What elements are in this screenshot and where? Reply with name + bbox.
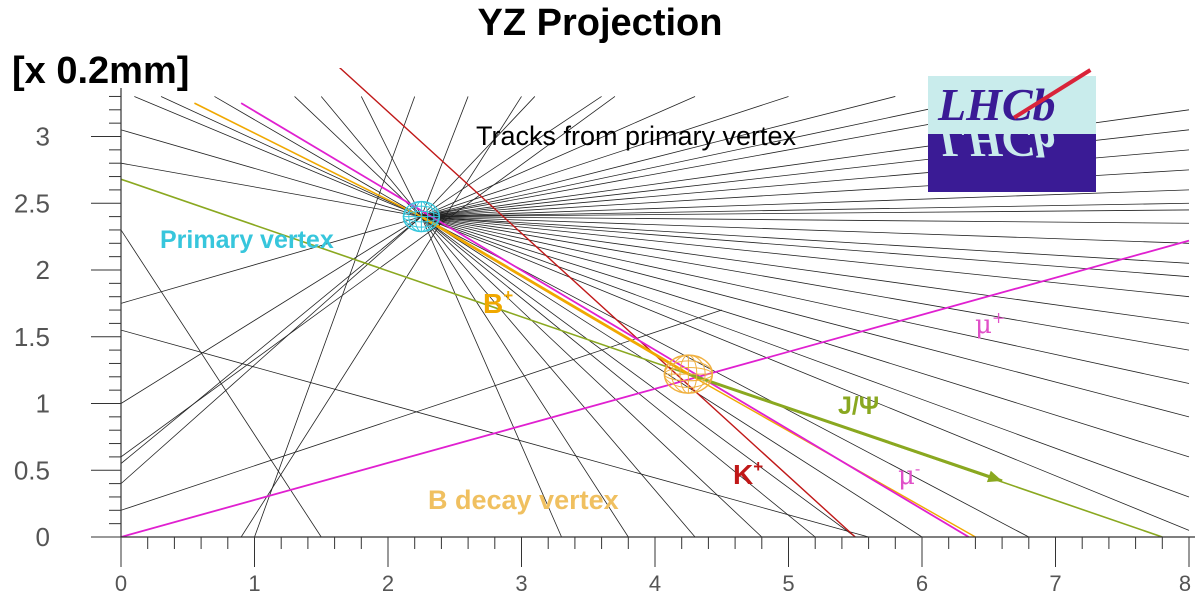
decay-vertex xyxy=(663,354,714,394)
mu-minus-track xyxy=(240,102,970,537)
x-tick-label-7: 7 xyxy=(1049,571,1061,596)
primary-track-28 xyxy=(421,216,1190,264)
primary-track-45 xyxy=(421,96,469,217)
b-plus-track xyxy=(420,215,690,376)
b-plus-sup: + xyxy=(503,286,513,305)
primary-track-31 xyxy=(421,209,1190,217)
y-tick-label-3: 1.5 xyxy=(14,322,50,352)
primary-track-30 xyxy=(421,216,1190,224)
primary-track-19 xyxy=(421,216,1190,531)
units-label: [x 0.2mm] xyxy=(12,50,190,92)
particle-tracks xyxy=(121,68,1190,537)
primary-track-13 xyxy=(421,216,696,537)
k-plus-sup: + xyxy=(753,457,763,476)
primary-track-40 xyxy=(421,96,896,217)
primary-track-27 xyxy=(421,216,1190,278)
x-tick-label-1: 1 xyxy=(248,571,260,596)
b-plus-base: B xyxy=(483,288,503,319)
primary-track-12 xyxy=(421,216,629,537)
annotations: Tracks from primary vertex Primary verte… xyxy=(160,121,1005,515)
primary-track-24 xyxy=(421,216,1190,351)
plot-title: YZ Projection xyxy=(477,2,723,44)
primary-track-6 xyxy=(121,216,422,404)
b-plus-extension xyxy=(194,102,422,218)
primary-track-22 xyxy=(421,216,1190,418)
primary-track-8 xyxy=(121,216,422,464)
b-decay-vertex-label: B decay vertex xyxy=(428,485,619,515)
y-tick-label-1: 0.5 xyxy=(14,455,50,485)
x-tick-label-5: 5 xyxy=(782,571,794,596)
primary-track-25 xyxy=(421,216,1190,324)
primary-vertex-label: Primary vertex xyxy=(160,226,334,254)
plot-axes: 0 1 2 3 4 5 6 7 8 0 0.5 1 1.5 2 2.5 3 xyxy=(14,88,1195,596)
primary-track-42 xyxy=(421,96,696,217)
primary-vertex xyxy=(402,200,441,233)
jpsi-label: J/Ψ xyxy=(838,392,879,420)
mu-plus-label: μ+ xyxy=(975,308,1005,340)
k-plus-base: K xyxy=(733,459,753,490)
primary-track-0 xyxy=(134,96,422,217)
primary-track-11 xyxy=(421,216,562,537)
k-plus-label: K+ xyxy=(733,457,763,490)
tracks-label: Tracks from primary vertex xyxy=(476,121,797,151)
jpsi-arrow-shaft xyxy=(687,372,1003,483)
y-tick-label-5: 2.5 xyxy=(14,188,50,218)
primary-track-16 xyxy=(421,216,856,537)
x-tick-label-3: 3 xyxy=(515,571,527,596)
primary-track-21 xyxy=(421,216,1190,458)
primary-track-33 xyxy=(421,189,1190,217)
primary-track-39 xyxy=(421,96,989,217)
primary-track-26 xyxy=(421,216,1190,298)
primary-track-14 xyxy=(421,216,763,537)
primary-track-15 xyxy=(421,216,816,537)
primary-track-7 xyxy=(121,216,422,484)
other-track-5 xyxy=(254,96,416,537)
kaon-track xyxy=(338,68,856,537)
b-plus-label: B+ xyxy=(483,286,513,319)
x-tick-label-6: 6 xyxy=(916,571,928,596)
y-tick-label-0: 0 xyxy=(36,522,50,552)
primary-track-43 xyxy=(421,96,602,217)
y-tick-label-2: 1 xyxy=(36,389,50,419)
x-tick-label-8: 8 xyxy=(1179,571,1191,596)
primary-track-41 xyxy=(421,96,789,217)
primary-track-5 xyxy=(121,216,422,304)
mu-plus-base: μ xyxy=(975,310,992,340)
other-track-4 xyxy=(240,96,522,537)
mu-plus-track xyxy=(121,239,1190,537)
primary-track-23 xyxy=(421,216,1190,384)
primary-track-4 xyxy=(121,162,422,217)
mu-plus-sup: + xyxy=(992,308,1005,327)
y-tick-label-4: 2 xyxy=(36,255,50,285)
lhcb-logo: LHCb LHCb xyxy=(928,68,1096,192)
other-track-2 xyxy=(121,309,722,511)
primary-track-9 xyxy=(294,96,422,217)
mu-minus-base: μ xyxy=(898,461,915,491)
mu-minus-sup: - xyxy=(915,459,920,478)
x-tick-label-4: 4 xyxy=(649,571,661,596)
primary-track-3 xyxy=(121,129,422,217)
x-tick-label-0: 0 xyxy=(115,571,127,596)
primary-track-44 xyxy=(421,96,536,217)
primary-track-46 xyxy=(360,96,422,217)
primary-track-2 xyxy=(214,96,422,217)
mu-minus-label: μ- xyxy=(898,459,920,491)
primary-track-32 xyxy=(421,202,1190,217)
y-tick-label-6: 3 xyxy=(36,122,50,152)
logo-reflection: LHCb xyxy=(938,115,1056,167)
other-track-3 xyxy=(121,229,322,537)
jpsi-arrow-head xyxy=(986,470,1003,483)
other-track-1 xyxy=(121,96,616,458)
vertices xyxy=(402,200,714,394)
logo-bottom-panel xyxy=(928,134,1096,192)
x-tick-label-2: 2 xyxy=(382,571,394,596)
primary-track-10 xyxy=(320,96,422,217)
primary-track-1 xyxy=(160,96,422,217)
primary-track-29 xyxy=(421,216,1190,244)
primary-track-20 xyxy=(421,216,1190,498)
